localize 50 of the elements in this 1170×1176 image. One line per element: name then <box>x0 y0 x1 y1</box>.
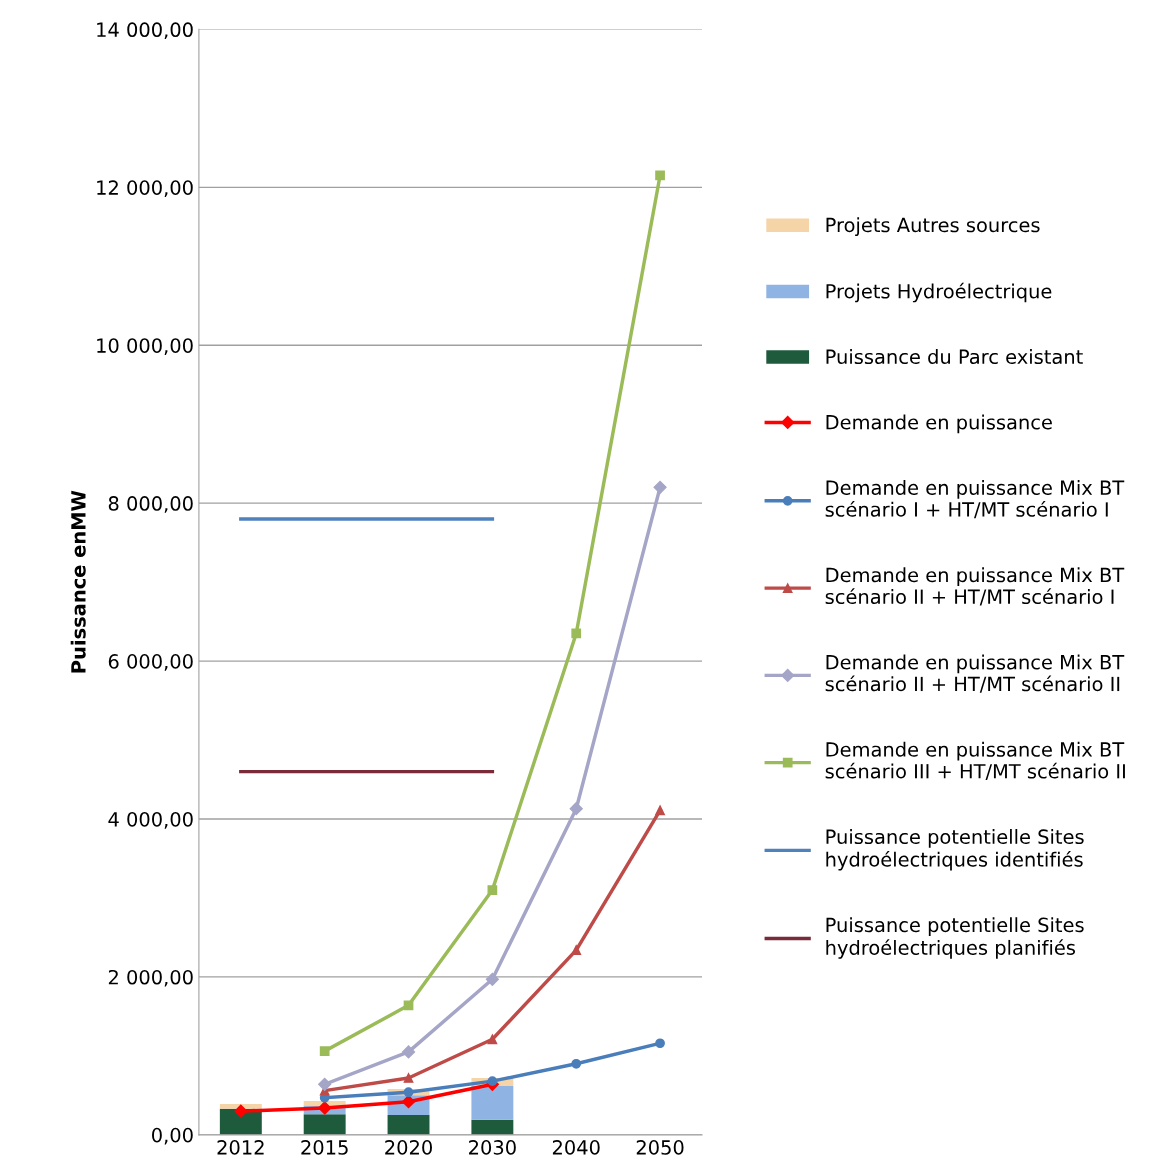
y-tick-label: 10 000,00 <box>97 338 193 355</box>
point <box>571 1058 582 1069</box>
y-tick-label: 4 000,00 <box>108 811 193 829</box>
x-tick-label: 2040 <box>552 1140 600 1155</box>
y-tick-label: 2 000,00 <box>108 969 193 987</box>
legend-label: Puissance du Parc existant <box>826 349 1083 365</box>
point <box>401 1045 416 1059</box>
legend-label: Demande en puissance Mix BT scénario I + HT/MT scénario I <box>825 479 1125 519</box>
bar <box>387 1115 430 1135</box>
point <box>569 802 583 816</box>
x-tick-label: 2015 <box>301 1140 348 1155</box>
point <box>403 1087 414 1098</box>
bar <box>219 1104 262 1109</box>
point <box>487 1034 498 1045</box>
point <box>655 1038 665 1049</box>
bar <box>471 1085 514 1120</box>
point <box>318 1077 332 1091</box>
y-tick-label: 14 000,00 <box>97 22 193 40</box>
point <box>403 1000 414 1011</box>
point <box>655 170 665 181</box>
legend-label: Demande en puissance Mix BT scénario II + HT/MT scénario I <box>825 567 1125 606</box>
y-tick-label: 6 000,00 <box>108 654 193 671</box>
point <box>485 972 499 986</box>
x-tick-label: 2020 <box>385 1140 432 1155</box>
legend-label: Projets Autres sources <box>826 217 1040 237</box>
point <box>403 1073 414 1083</box>
point <box>571 945 582 955</box>
bar <box>303 1114 346 1135</box>
x-tick-label: 2012 <box>217 1140 264 1155</box>
point <box>655 805 665 816</box>
y-tick-label: 0,00 <box>152 1127 193 1145</box>
legend-label: Projets Hydroélectrique <box>826 282 1052 303</box>
point <box>571 628 582 639</box>
y-tick-label: 12 000,00 <box>97 180 193 197</box>
point <box>487 1076 498 1087</box>
bar <box>471 1119 514 1135</box>
legend-label: Puissance potentielle Sites hydroélectriques planifiés <box>826 917 1084 959</box>
legend-label: Demande en puissance Mix BT scénario III + HT/MT scénario II <box>825 741 1125 781</box>
legend-label: Demande en puissance Mix BT scénario II + HT/MT scénario II <box>825 654 1125 693</box>
point <box>653 480 667 494</box>
y-tick-label: 8 000,00 <box>108 496 193 513</box>
legend-label: Demande en puissance <box>826 414 1052 434</box>
point <box>319 1046 330 1057</box>
y-axis-title: Puissance enMW <box>70 490 86 673</box>
point <box>487 885 498 895</box>
point <box>234 1104 248 1118</box>
legend-label: Puissance potentielle Sites hydroélectriques identifiés <box>826 829 1084 871</box>
x-tick-label: 2050 <box>636 1140 684 1155</box>
x-tick-label: 2030 <box>469 1140 516 1155</box>
point <box>318 1101 332 1115</box>
